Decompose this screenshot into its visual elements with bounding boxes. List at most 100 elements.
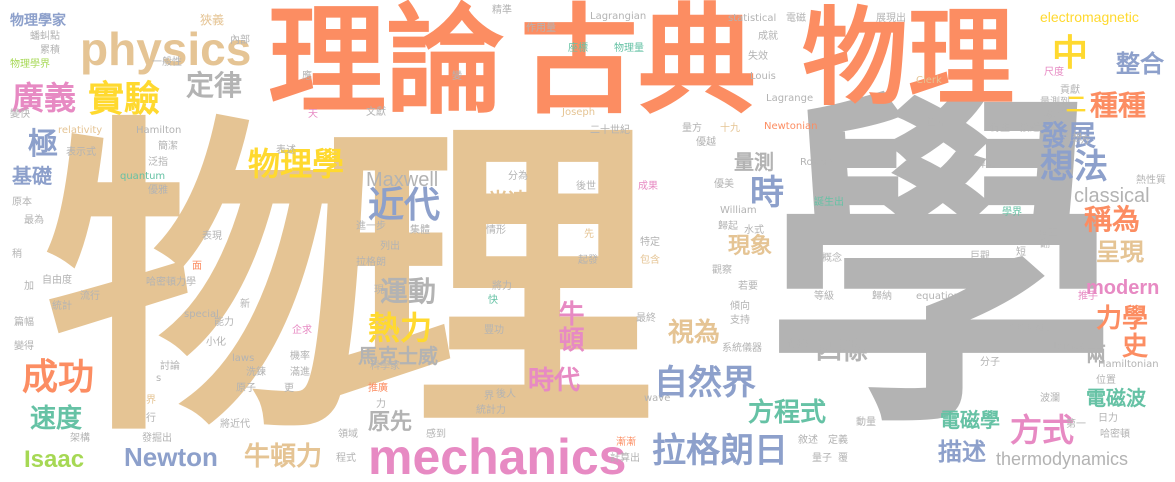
word: 優越 [696, 137, 716, 148]
word: 馬克士威 [358, 344, 438, 368]
word: 世界 [926, 117, 946, 128]
word: 極 [28, 127, 58, 162]
word: 日力 [1098, 413, 1118, 424]
word: 蟠虯點 [30, 31, 60, 42]
word: 波瀾 [1040, 393, 1060, 404]
word: 力學 [1096, 304, 1149, 334]
word: 科學家 [370, 361, 400, 372]
word: 泛指 [148, 157, 168, 168]
word: 方程式 [748, 398, 827, 428]
word: 實驗 [88, 79, 161, 120]
word: 運動 [380, 275, 437, 308]
word: 計算出 [610, 453, 640, 464]
word: 程式 [336, 453, 356, 464]
word: wave [644, 393, 671, 404]
word: 視為 [668, 318, 721, 348]
word: statistical [728, 13, 777, 24]
word: 傾向 [730, 301, 750, 312]
word: 系統儀器 [722, 343, 762, 354]
word: 物理學 [248, 145, 345, 183]
word: 概念 [822, 253, 842, 264]
word: 動量 [856, 417, 876, 428]
word: 歸納 [872, 291, 892, 302]
word: 量測 [734, 150, 774, 174]
word: 自由度 [42, 275, 72, 286]
word: relativity [58, 125, 103, 136]
word: 一般性 [152, 57, 182, 68]
word: 電磁波 [1086, 386, 1146, 410]
word: 面 [192, 261, 202, 272]
word: 後世 [576, 181, 596, 192]
word: 統計 [52, 301, 72, 312]
word: mechanics [368, 429, 627, 482]
word: 古典 [520, 0, 757, 130]
word: 分為 [508, 171, 528, 182]
word: 牛頓 [554, 300, 584, 352]
word: 原子 [236, 383, 256, 394]
word: 狹義 [200, 13, 225, 27]
word: 若要 [738, 281, 758, 292]
word: 中 [1052, 33, 1089, 74]
word: 座標 [568, 43, 588, 54]
word: 牛頓力 [244, 442, 323, 472]
word: 推廣 [368, 383, 388, 394]
word: 敘述 [798, 435, 818, 446]
word: 表現 [202, 231, 222, 242]
word: 分子 [980, 357, 1000, 368]
word: 企求 [292, 325, 312, 336]
word: 自然界 [654, 363, 756, 403]
word: classical [1074, 185, 1150, 207]
word: 思想 [1062, 133, 1082, 144]
word: 加 [24, 281, 34, 292]
word: 最終 [636, 313, 656, 324]
word: 精準 [492, 5, 512, 16]
word: 表述 [276, 145, 296, 156]
word: 發掘出 [142, 433, 172, 444]
word: 算是 [976, 159, 996, 170]
word: 四條 [816, 336, 869, 366]
word: 哈密頓力學 [146, 277, 196, 288]
word: 量子 [812, 453, 832, 464]
word: Louis [750, 71, 776, 82]
word: 簡潔 [158, 141, 178, 152]
word: 變快 [10, 109, 30, 120]
word: 變得 [14, 341, 34, 352]
word: 更 [284, 383, 294, 394]
word: 十九 [720, 123, 740, 134]
word: 翻 [1040, 239, 1050, 250]
word: 接近 [1020, 123, 1040, 134]
word: quantum [120, 171, 166, 182]
word: 內部 [230, 35, 250, 46]
word: 短 [1016, 247, 1026, 258]
word: 最為 [24, 215, 44, 226]
word: 貢獻 [1060, 85, 1080, 96]
word: 機率 [290, 351, 310, 362]
word: 起發 [578, 255, 598, 266]
word: 物理 [802, 0, 1014, 120]
word: 等級 [814, 291, 834, 302]
word: 支持 [730, 315, 750, 326]
word: 物理 [44, 91, 654, 475]
word: 定律 [186, 69, 243, 102]
word: 參考 [1044, 111, 1064, 122]
word: 包含 [640, 255, 660, 266]
word: 累積 [40, 45, 60, 56]
word: 學 [766, 63, 1116, 471]
word: 將力 [492, 281, 512, 292]
word: Hamilton [136, 125, 182, 136]
word: 現 [374, 285, 384, 296]
word: 尺度 [1044, 67, 1064, 78]
word: 方 [1080, 135, 1090, 146]
word: 想法 [1040, 147, 1108, 187]
word: laws [232, 353, 255, 364]
word: 領域 [338, 429, 358, 440]
word: s [156, 373, 162, 384]
word: 近代 [368, 185, 441, 226]
word: 滿進 [290, 367, 310, 378]
word: 優美 [714, 179, 734, 190]
word: 巨觀 [970, 251, 990, 262]
word: 進一步 [356, 221, 386, 232]
word: 二 [1066, 92, 1086, 116]
word: 理論 [268, 0, 505, 130]
word: electromagnetic [1040, 9, 1139, 25]
